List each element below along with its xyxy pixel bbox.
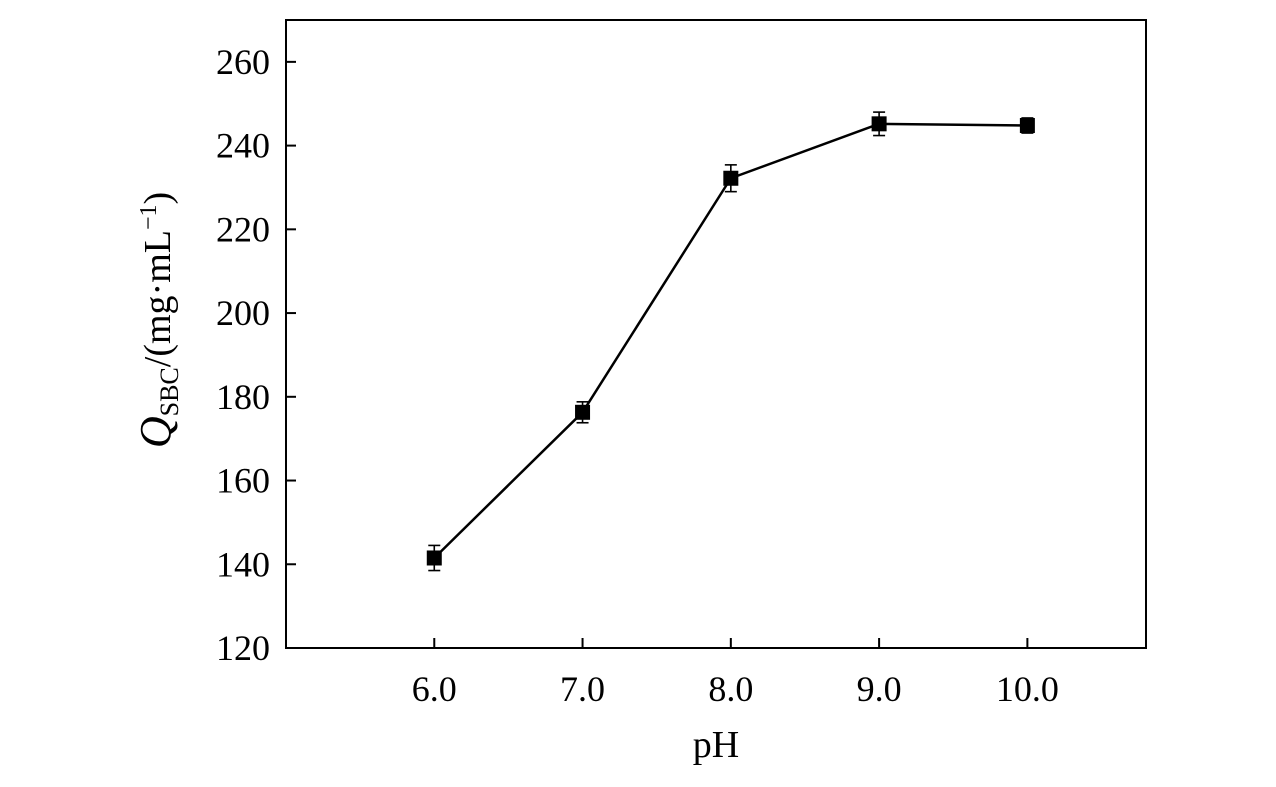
data-point-marker: [1019, 118, 1035, 134]
y-tick-label: 120: [216, 628, 270, 668]
y-axis-subscript: SBC: [155, 367, 184, 416]
y-axis-unit-prefix: /(mg·mL: [137, 230, 179, 367]
y-tick-label: 260: [216, 42, 270, 82]
y-tick-label: 200: [216, 293, 270, 333]
y-axis-title: QSBC/(mg·mL−1): [131, 192, 184, 448]
y-axis-unit-exponent: −1: [136, 204, 162, 230]
x-tick-label: 7.0: [560, 669, 605, 709]
y-tick-label: 140: [216, 544, 270, 584]
y-axis-symbol: Q: [131, 416, 180, 448]
x-axis-title: pH: [693, 724, 739, 766]
y-tick-label: 240: [216, 126, 270, 166]
data-point-marker: [871, 116, 887, 132]
x-tick-label: 10.0: [996, 669, 1059, 709]
data-point-marker: [723, 170, 739, 186]
x-tick-label: 9.0: [857, 669, 902, 709]
y-tick-label: 160: [216, 461, 270, 501]
plot-frame: [285, 19, 1147, 649]
y-axis-unit-suffix: ): [137, 192, 179, 205]
data-point-marker: [575, 404, 591, 420]
y-tick-label: 220: [216, 209, 270, 249]
y-tick-label: 180: [216, 377, 270, 417]
data-point-marker: [426, 550, 442, 566]
x-tick-label: 6.0: [412, 669, 457, 709]
x-tick-label: 8.0: [708, 669, 753, 709]
